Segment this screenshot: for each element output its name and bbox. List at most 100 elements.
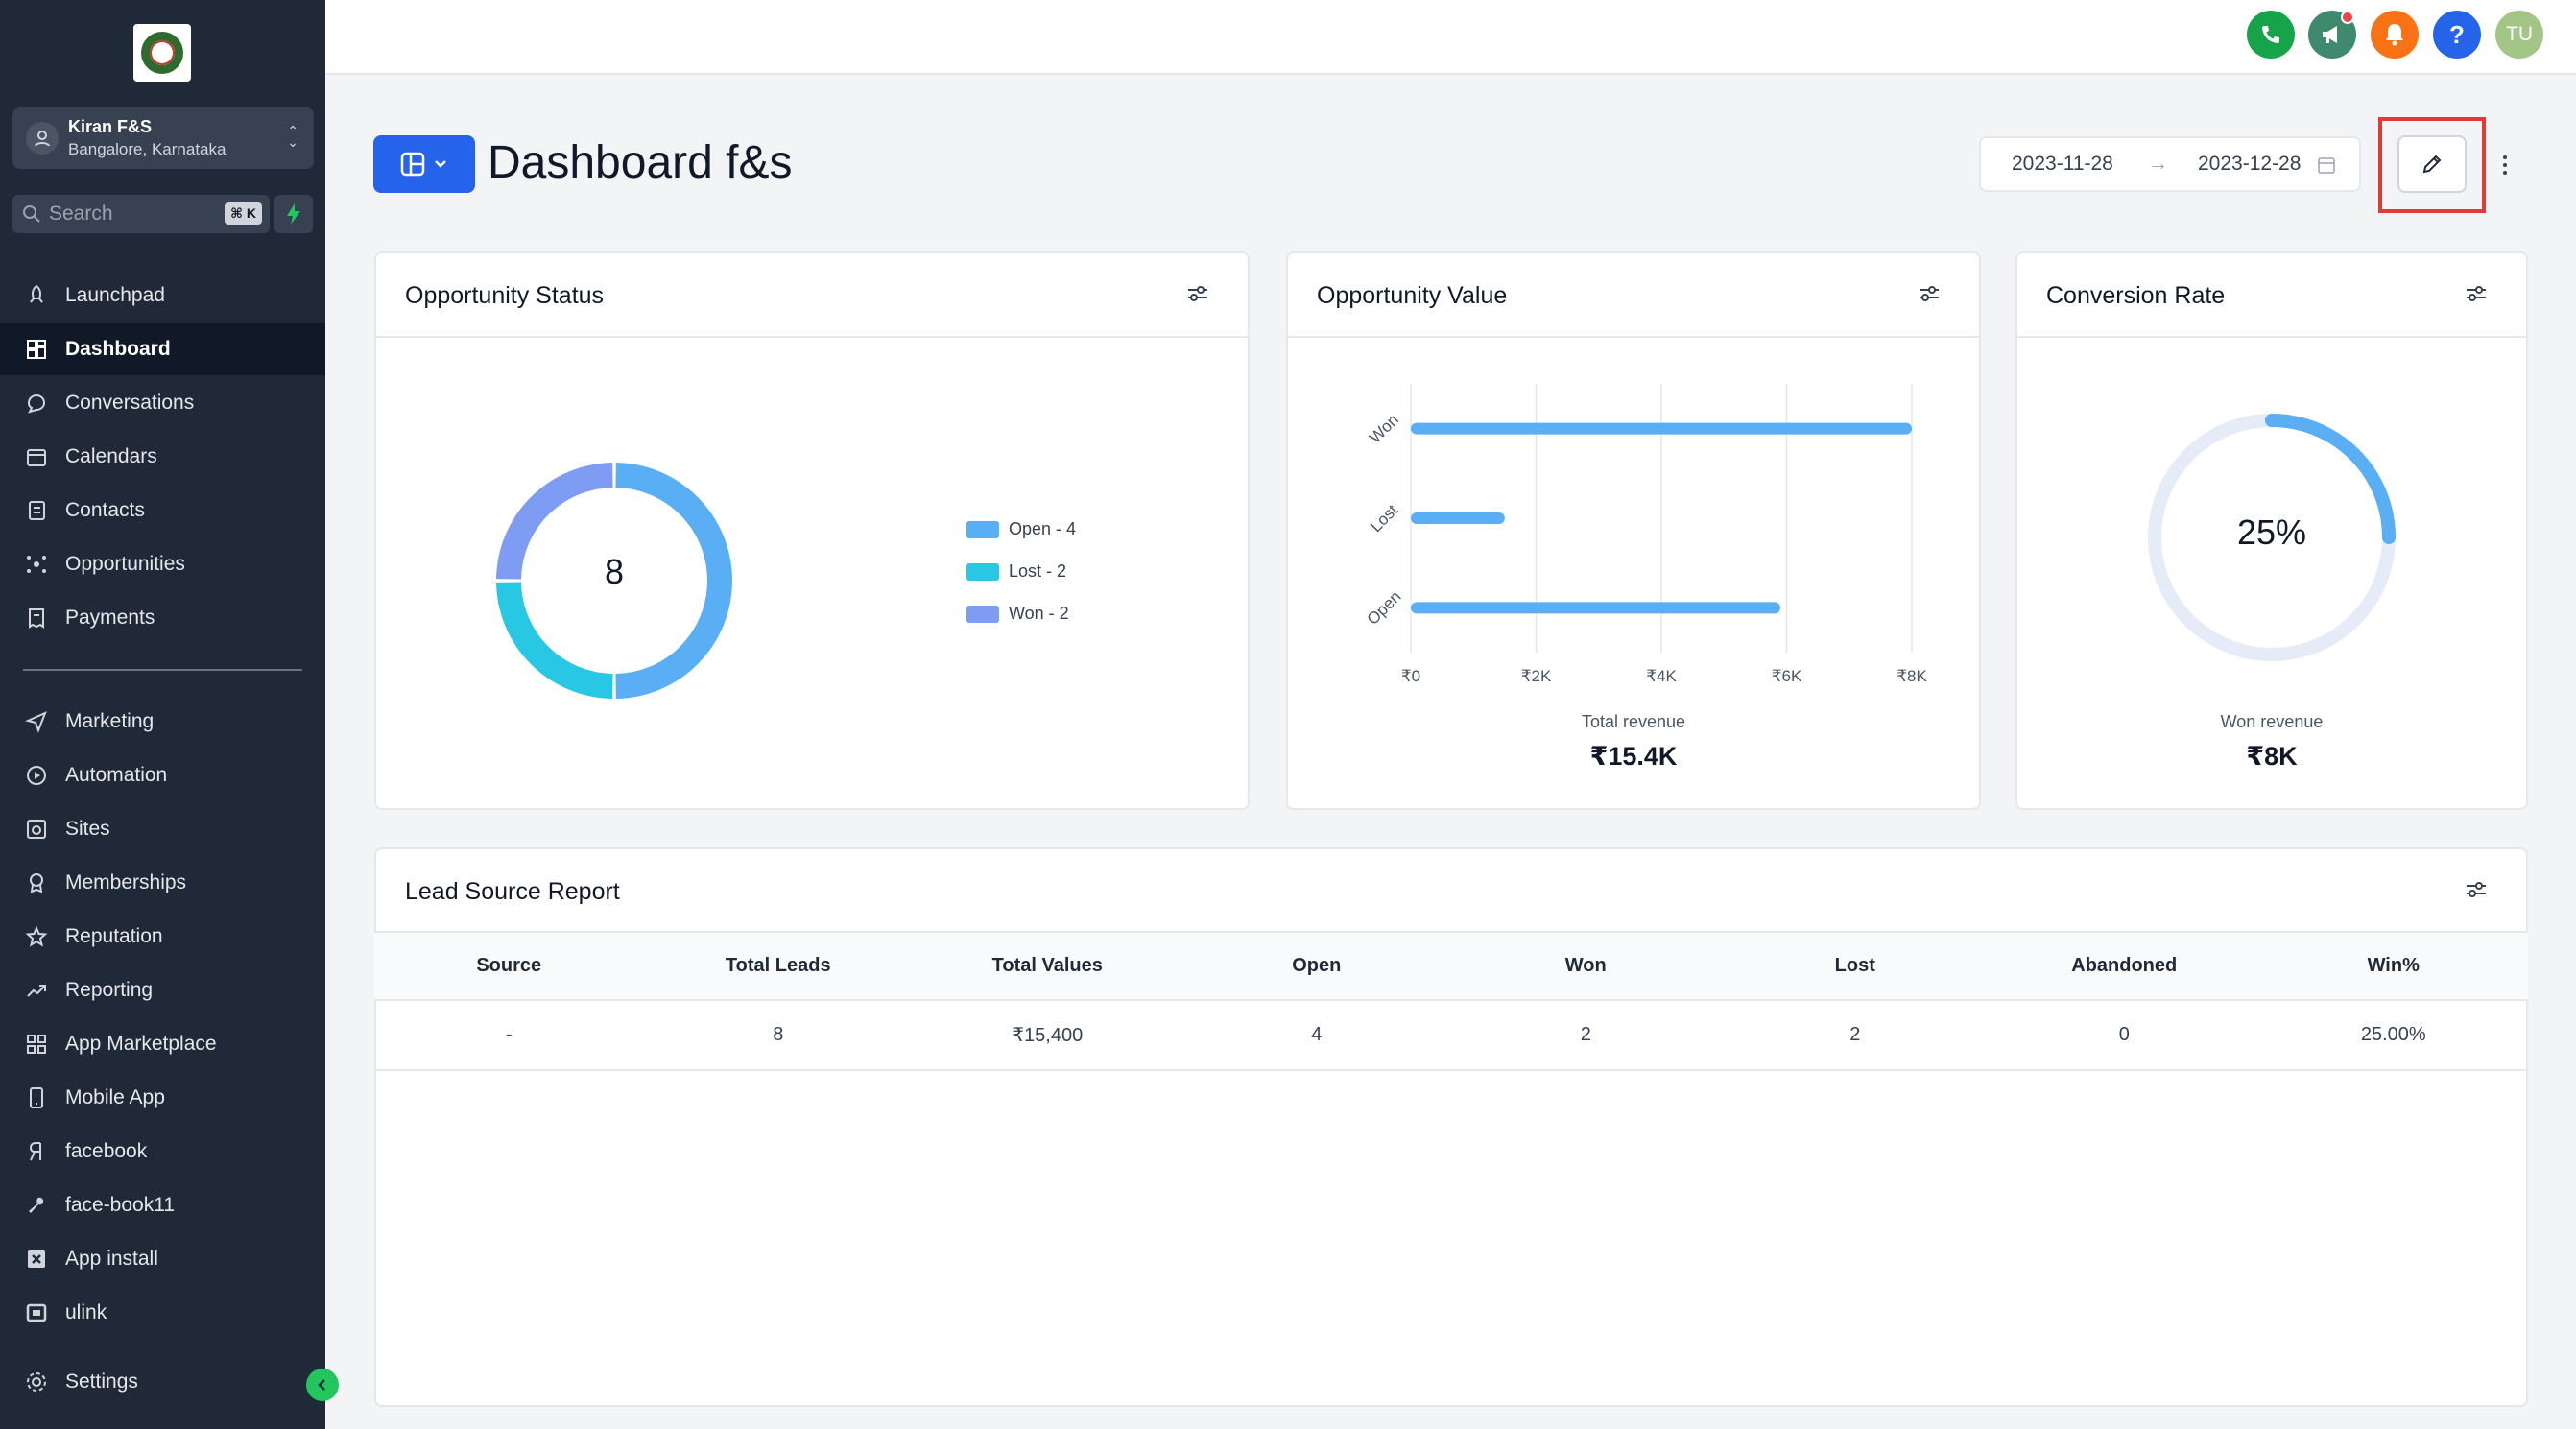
sidebar: Kiran F&S Bangalore, Karnataka ⌃ ⌄ Search… — [0, 0, 339, 1429]
search-box[interactable]: Search ⌘ K — [12, 195, 270, 233]
card-title: Conversion Rate — [2046, 282, 2226, 309]
wrench-icon — [24, 1193, 49, 1218]
notifications-button[interactable] — [2371, 11, 2419, 59]
y-tick-label: Won — [1366, 411, 1402, 447]
sidebar-item-contacts[interactable]: Contacts — [0, 485, 325, 536]
sidebar-item-settings[interactable]: Settings — [0, 1356, 325, 1408]
table-cell: 4 — [1311, 1024, 1323, 1045]
legend-item-lost[interactable]: Lost - 2 — [966, 561, 1066, 582]
sidebar-item-face-book11[interactable]: face-book11 — [0, 1179, 325, 1231]
sidebar-item-opportunities[interactable]: Opportunities — [0, 538, 325, 590]
column-header[interactable]: Abandoned — [2071, 955, 2178, 976]
sidebar-item-memberships[interactable]: Memberships — [0, 857, 325, 909]
star-icon — [24, 924, 49, 949]
calendar-icon — [2318, 157, 2335, 174]
globe-window-icon — [24, 817, 49, 842]
sidebar-item-launchpad[interactable]: Launchpad — [0, 270, 325, 322]
sidebar-item-label: App Marketplace — [65, 1033, 217, 1055]
table-cell: 2 — [1580, 1024, 1591, 1045]
trend-up-icon — [24, 978, 49, 1003]
sidebar-item-conversations[interactable]: Conversations — [0, 377, 325, 429]
sidebar-item-label: App install — [65, 1248, 158, 1270]
column-header[interactable]: Total Leads — [725, 955, 831, 976]
card-title: Lead Source Report — [405, 878, 620, 905]
bar-lost[interactable] — [1411, 512, 1505, 524]
badge-icon — [24, 870, 49, 895]
announcements-button[interactable] — [2308, 11, 2356, 59]
sidebar-item-reputation[interactable]: Reputation — [0, 911, 325, 963]
more-options-button[interactable] — [2495, 146, 2515, 184]
conversion-rate-card: Conversion Rate — [2015, 251, 2528, 810]
legend-item-won[interactable]: Won - 2 — [966, 604, 1069, 624]
sidebar-item-label: Marketing — [65, 710, 155, 732]
column-header[interactable]: Open — [1292, 955, 1342, 976]
account-switcher[interactable]: Kiran F&S Bangalore, Karnataka ⌃ ⌄ — [12, 107, 314, 169]
sliders-icon[interactable] — [2465, 880, 2488, 899]
sidebar-item-calendars[interactable]: Calendars — [0, 431, 325, 483]
company-logo[interactable] — [133, 24, 191, 82]
account-name: Kiran F&S — [68, 117, 153, 136]
sliders-icon[interactable] — [2465, 284, 2488, 303]
sidebar-item-app-marketplace[interactable]: App Marketplace — [0, 1018, 325, 1070]
sidebar-item-label: Payments — [65, 607, 155, 629]
sidebar-item-label: Conversations — [65, 392, 195, 414]
date-to[interactable]: 2023-12-28 — [2198, 153, 2302, 175]
bar-won[interactable] — [1411, 422, 1912, 435]
column-header[interactable]: Won — [1564, 955, 1607, 976]
column-header[interactable]: Source — [476, 955, 542, 976]
lightning-icon — [287, 203, 300, 225]
sidebar-item-sites[interactable]: Sites — [0, 803, 325, 855]
table-cell: 25.00% — [2360, 1024, 2426, 1045]
sliders-icon[interactable] — [1186, 284, 1209, 303]
search-placeholder: Search — [49, 202, 113, 225]
sidebar-item-payments[interactable]: Payments — [0, 592, 325, 644]
search-shortcut: ⌘ K — [225, 202, 262, 225]
opportunity-value-card: Opportunity Value — [1286, 251, 1981, 810]
phone-button[interactable] — [2247, 11, 2295, 59]
sidebar-item-reporting[interactable]: Reporting — [0, 965, 325, 1016]
user-avatar[interactable]: TU — [2495, 11, 2543, 59]
dashboard-grid-icon — [24, 337, 49, 362]
contacts-book-icon — [24, 498, 49, 523]
sidebar-item-dashboard[interactable]: Dashboard — [0, 323, 325, 375]
date-from[interactable]: 2023-11-28 — [2012, 153, 2113, 175]
sidebar-item-facebook[interactable]: facebook — [0, 1126, 325, 1178]
play-circle-icon — [24, 763, 49, 788]
opportunities-icon — [24, 552, 49, 577]
sidebar-item-ulink[interactable]: ulink — [0, 1287, 325, 1339]
column-header[interactable]: Lost — [1834, 955, 1875, 976]
quick-action-button[interactable] — [274, 195, 313, 233]
edit-dashboard-button[interactable] — [2397, 135, 2467, 193]
search-icon — [23, 205, 40, 223]
legend-item-open[interactable]: Open - 4 — [966, 519, 1076, 539]
column-header[interactable]: Win% — [2367, 955, 2420, 976]
legend-swatch — [966, 520, 999, 538]
donut-center-value: 8 — [604, 552, 625, 591]
x-tick-label: ₹4K — [1646, 667, 1677, 685]
date-range-picker[interactable]: 2023-11-28 → 2023-12-28 — [1979, 136, 2361, 192]
dashboard-switcher-button[interactable] — [373, 135, 475, 193]
sliders-icon[interactable] — [1918, 284, 1941, 303]
video-square-icon — [24, 1300, 49, 1325]
chevron-updown-icon: ⌃ ⌄ — [287, 123, 298, 150]
collapse-sidebar-button[interactable] — [306, 1369, 339, 1401]
sidebar-item-marketing[interactable]: Marketing — [0, 696, 325, 748]
won-revenue-value: ₹8K — [2246, 742, 2298, 771]
legend-label: Open - 4 — [1009, 519, 1077, 538]
sidebar-item-label: Dashboard — [65, 338, 171, 360]
chat-bubble-icon — [24, 391, 49, 416]
phone-device-icon — [24, 1085, 49, 1110]
won-revenue-label: Won revenue — [2220, 712, 2324, 731]
gear-icon — [24, 1369, 49, 1394]
column-header[interactable]: Total Values — [991, 955, 1103, 976]
donut-slice-lost[interactable] — [496, 582, 613, 699]
bar-open[interactable] — [1411, 602, 1780, 614]
donut-slice-won[interactable] — [496, 463, 613, 580]
sidebar-item-automation[interactable]: Automation — [0, 750, 325, 801]
help-button[interactable]: ? — [2433, 11, 2481, 59]
donut-slice-open[interactable] — [615, 463, 733, 699]
sidebar-item-mobile-app[interactable]: Mobile App — [0, 1072, 325, 1124]
sidebar-item-app-install[interactable]: App install — [0, 1233, 325, 1285]
opportunity-value-bar-chart: ₹0 ₹2K ₹4K ₹6K ₹8K Won Lost Open — [1364, 384, 1927, 685]
layout-icon — [400, 152, 425, 177]
